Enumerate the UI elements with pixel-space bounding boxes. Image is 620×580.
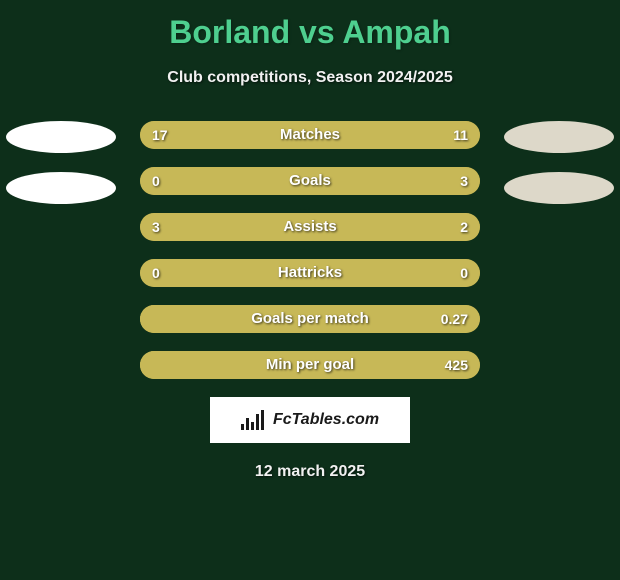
stat-value-left: 17 (152, 121, 168, 149)
stat-value-left: 3 (152, 213, 160, 241)
stats-container: 1711Matches03Goals32Assists00Hattricks0.… (0, 121, 620, 379)
stat-fill-right (324, 259, 480, 287)
stat-value-right: 0.27 (441, 305, 468, 333)
stat-value-right: 0 (460, 259, 468, 287)
footer-logo-text: FcTables.com (273, 411, 379, 429)
stat-value-right: 425 (445, 351, 468, 379)
player-badge-right (504, 121, 614, 153)
stat-value-right: 2 (460, 213, 468, 241)
stat-row: 00Hattricks (140, 259, 480, 287)
stat-value-left: 0 (152, 167, 160, 195)
stat-row: 1711Matches (140, 121, 480, 149)
stat-value-left: 0 (152, 259, 160, 287)
stat-row: 0.27Goals per match (140, 305, 480, 333)
player-badge-right (504, 172, 614, 204)
stat-row: 425Min per goal (140, 351, 480, 379)
stat-fill-left (140, 121, 351, 149)
stat-row: 03Goals (140, 167, 480, 195)
stat-fill-right (140, 305, 480, 333)
stat-value-right: 11 (453, 121, 468, 149)
comparison-infographic: Borland vs Ampah Club competitions, Seas… (0, 0, 620, 580)
footer-logo: FcTables.com (210, 397, 410, 443)
stat-fill-left (140, 213, 330, 241)
page-subtitle: Club competitions, Season 2024/2025 (0, 69, 620, 87)
footer-date: 12 march 2025 (0, 463, 620, 481)
player-badge-left (6, 172, 116, 204)
stat-fill-right (140, 351, 480, 379)
stat-fill-left (140, 167, 201, 195)
bars-icon (241, 410, 267, 430)
player-badge-left (6, 121, 116, 153)
stat-fill-right (330, 213, 480, 241)
page-title: Borland vs Ampah (0, 0, 620, 51)
stat-fill-right (201, 167, 480, 195)
stat-value-right: 3 (460, 167, 468, 195)
stat-fill-left (140, 259, 324, 287)
stat-row: 32Assists (140, 213, 480, 241)
